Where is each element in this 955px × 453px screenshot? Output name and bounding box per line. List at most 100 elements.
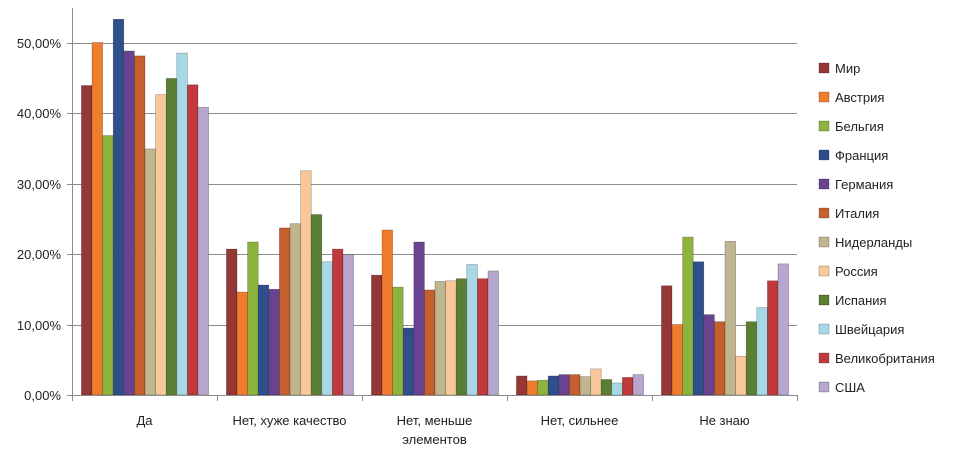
bar [102, 135, 114, 396]
bar [402, 327, 415, 396]
bar [724, 241, 736, 396]
bar [236, 291, 248, 396]
bar [289, 223, 301, 396]
legend-label: Бельгия [835, 119, 884, 134]
legend-swatch [818, 207, 830, 219]
legend-label: Великобритания [835, 351, 935, 366]
legend-swatch [818, 381, 830, 393]
bar [756, 307, 768, 396]
bar [247, 241, 259, 396]
legend-swatch [818, 178, 830, 190]
legend-label: Германия [835, 177, 893, 192]
bar [144, 148, 156, 396]
bar [661, 285, 673, 396]
y-tick-label: 30,00% [17, 177, 62, 192]
bar [134, 55, 146, 396]
bar [487, 270, 499, 396]
bar [777, 263, 789, 396]
bar [590, 368, 602, 396]
legend-swatch [818, 294, 830, 306]
bar [455, 278, 468, 396]
y-axis: 0,00% 10,00% 20,00% 30,00% 40,00% 50,00% [17, 8, 73, 403]
legend-label: Италия [835, 206, 879, 221]
legend-label: Нидерланды [835, 235, 912, 250]
bar [279, 227, 291, 396]
bar [600, 379, 613, 396]
bar [466, 264, 478, 396]
bar [569, 374, 581, 396]
bar [381, 229, 393, 396]
legend-swatch [818, 236, 830, 248]
bar [735, 355, 747, 396]
bar [516, 375, 528, 396]
x-category-label: Нет, хуже качество [233, 413, 347, 428]
legend-swatch [818, 91, 830, 103]
y-tick-label: 50,00% [17, 36, 62, 51]
legend: Мир Австрия Бельгия Франция Германия Италия Ни… [818, 61, 935, 395]
legend-swatch [818, 323, 830, 335]
bar [477, 278, 489, 396]
bar [714, 321, 726, 396]
bar [413, 241, 425, 396]
legend-swatch [818, 149, 830, 161]
bar [342, 254, 354, 396]
x-category-label: Нет, сильнее [541, 413, 619, 428]
bar [745, 321, 758, 396]
legend-swatch [818, 62, 830, 74]
bar [321, 261, 333, 396]
bar [310, 214, 323, 396]
bar [703, 314, 715, 396]
bar [547, 375, 560, 396]
y-tick-label: 40,00% [17, 106, 62, 121]
legend-swatch [818, 265, 830, 277]
legend-label: Россия [835, 264, 878, 279]
bar [445, 280, 457, 396]
y-tick-label: 20,00% [17, 247, 62, 262]
bar [91, 42, 103, 396]
bar [682, 236, 694, 396]
bar [197, 107, 209, 396]
y-tick-label: 0,00% [24, 388, 61, 403]
bar [123, 50, 135, 396]
legend-label: США [835, 380, 865, 395]
bar [300, 170, 312, 396]
bar [332, 248, 344, 396]
bar [112, 18, 125, 396]
bar [424, 289, 436, 396]
bar [537, 379, 549, 396]
legend-label: Швейцария [835, 322, 904, 337]
bar [622, 377, 634, 396]
x-category-label: Не знаю [699, 413, 750, 428]
bar [526, 380, 538, 396]
bar [632, 374, 644, 396]
legend-label: Франция [835, 148, 888, 163]
legend-label: Мир [835, 61, 860, 76]
bars [81, 18, 789, 396]
bar [558, 374, 570, 396]
bar [268, 288, 280, 396]
bar [257, 284, 270, 396]
bar [226, 248, 238, 396]
x-category-label: Нет, меньше элементов [397, 413, 473, 447]
bar [434, 281, 446, 396]
x-axis: Да Нет, хуже качество Нет, меньше элементов… [72, 395, 798, 447]
bar [155, 94, 167, 396]
bar [692, 261, 705, 396]
bar [579, 376, 591, 396]
legend-swatch [818, 352, 830, 364]
bar [392, 286, 404, 396]
legend-label: Испания [835, 293, 887, 308]
bar [187, 84, 199, 396]
bar [611, 382, 623, 396]
x-category-label: Да [136, 413, 153, 428]
legend-label: Австрия [835, 90, 884, 105]
bar [767, 280, 779, 396]
legend-swatch [818, 120, 830, 132]
y-tick-label: 10,00% [17, 318, 62, 333]
bar [165, 78, 178, 396]
bar [671, 324, 683, 396]
bar [176, 52, 188, 396]
bar [81, 85, 93, 396]
bar [371, 274, 383, 396]
